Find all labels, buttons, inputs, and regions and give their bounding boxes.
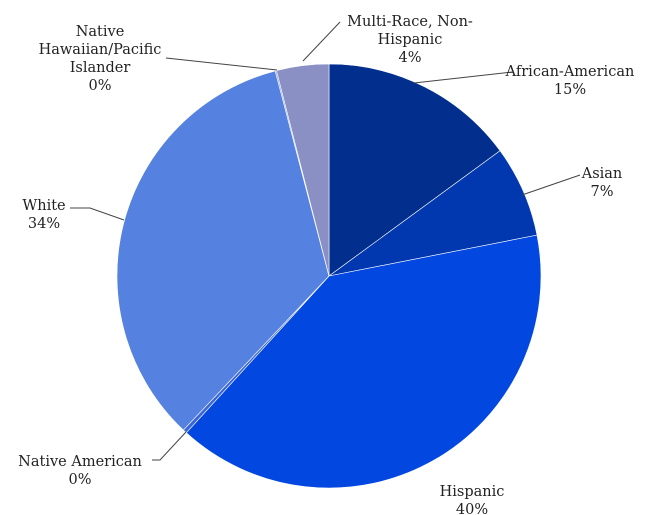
- slice-african-american: [328, 63, 501, 277]
- slice-hispanic: [185, 234, 542, 489]
- leader-line-native-hawaiian-pacific-islander: [165, 57, 278, 71]
- data-label-native-hawaiian-pacific-islander: Native Hawaiian/Pacific Islander 0%: [39, 24, 162, 94]
- leader-lines: [70, 21, 581, 461]
- data-label-white: White 34%: [22, 198, 65, 232]
- slice-white: [116, 70, 330, 431]
- leader-line-asian: [521, 174, 581, 196]
- data-label-native-american: Native American 0%: [18, 454, 142, 488]
- leader-line-african-american: [413, 71, 513, 84]
- data-label-african-american: African-American 15%: [505, 64, 635, 98]
- slice-multi-race-non-hispanic: [276, 63, 330, 277]
- leader-line-native-american: [152, 431, 187, 461]
- pie-slices: [116, 63, 542, 489]
- slice-labels: African-American 15% Asian 7% Hispanic 40% Nat…: [18, 14, 634, 515]
- data-label-multi-race-non-hispanic: Multi-Race, Non-Hispanic 4%: [347, 14, 473, 66]
- leader-line-white: [70, 207, 125, 221]
- data-label-hispanic: Hispanic 40%: [440, 484, 505, 515]
- data-label-asian: Asian 7%: [581, 166, 623, 200]
- leader-line-multi-race-non-hispanic: [302, 21, 341, 62]
